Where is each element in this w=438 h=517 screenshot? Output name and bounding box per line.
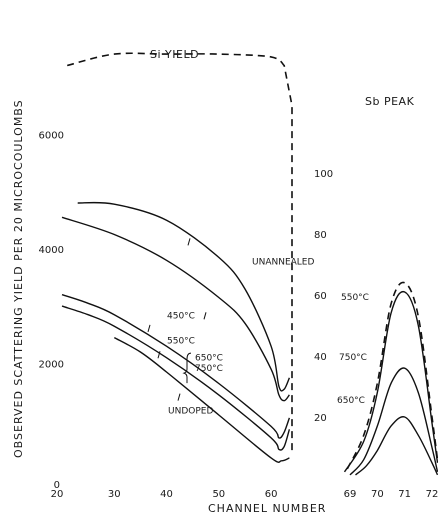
x-tick-label: 40: [160, 489, 173, 500]
sb-envelope-line: [346, 281, 438, 470]
si-series-undoped: [113, 336, 290, 463]
sb-label-750c: 750°C: [339, 353, 367, 363]
sb-x-tick-label: 72: [426, 489, 438, 500]
curve-tick-mark: [157, 351, 161, 359]
si-series-650c: [61, 305, 291, 451]
curve-tick-mark: [147, 324, 151, 333]
si-label-650c: 650°C: [195, 354, 223, 364]
sb-series-750c: [349, 367, 438, 476]
x-tick-label: 60: [265, 489, 278, 500]
curve-tick-mark: [203, 312, 207, 320]
si-label-750c: 750°C: [195, 364, 223, 374]
x-axis-label: CHANNEL NUMBER: [208, 502, 326, 515]
sb-label-550c: 550°C: [341, 293, 369, 303]
x-tick-label: 50: [212, 489, 225, 500]
si-yield-title: Si YIELD: [150, 48, 199, 61]
sb-y-tick-label: 20: [314, 413, 327, 424]
y-tick-label: 2000: [39, 359, 64, 370]
curve-tick-mark: [187, 238, 191, 246]
sb-x-tick-label: 69: [344, 489, 357, 500]
sb-peak-panel: 69 70 71 72 20 40 60 80 100 550°C 750°C 650°C: [314, 169, 438, 500]
sb-x-tick-label: 71: [398, 489, 411, 500]
sb-series-550c: [343, 290, 438, 473]
brace-mark: [182, 352, 192, 384]
si-series-550c: [61, 294, 291, 439]
si-envelope-line: [67, 52, 293, 456]
si-label-550c: 550°C: [167, 336, 195, 346]
curve-tick-mark: [177, 393, 181, 401]
si-series-450c: [61, 216, 290, 402]
si-label-undoped: UNDOPED: [168, 406, 213, 416]
sb-y-tick-label: 40: [314, 352, 327, 363]
si-label-450c: 450°C: [167, 312, 195, 322]
sb-series-650c: [355, 416, 438, 476]
y-axis-label: OBSERVED SCATTERING YIELD PER 20 MICROCO…: [12, 99, 25, 458]
si-series-unannealed: [77, 201, 291, 392]
sb-y-tick-label: 60: [314, 291, 327, 302]
sb-peak-title: Sb PEAK: [365, 95, 415, 108]
x-tick-label: 30: [108, 489, 121, 500]
sb-y-tick-label: 80: [314, 230, 327, 241]
y-tick-label: 6000: [39, 130, 64, 141]
sb-label-650c: 650°C: [337, 396, 365, 406]
y-tick-label: 0: [54, 480, 60, 491]
y-tick-label: 4000: [39, 245, 64, 256]
si-label-unannealed: UNANNEALED: [252, 257, 314, 267]
si-yield-panel: 20 30 40 50 60 0 2000 4000 6000 UNANNEALED 450°C 55…: [39, 52, 314, 500]
sb-x-tick-label: 70: [371, 489, 384, 500]
x-tick-label: 20: [51, 489, 64, 500]
sb-y-tick-label: 100: [314, 169, 333, 180]
